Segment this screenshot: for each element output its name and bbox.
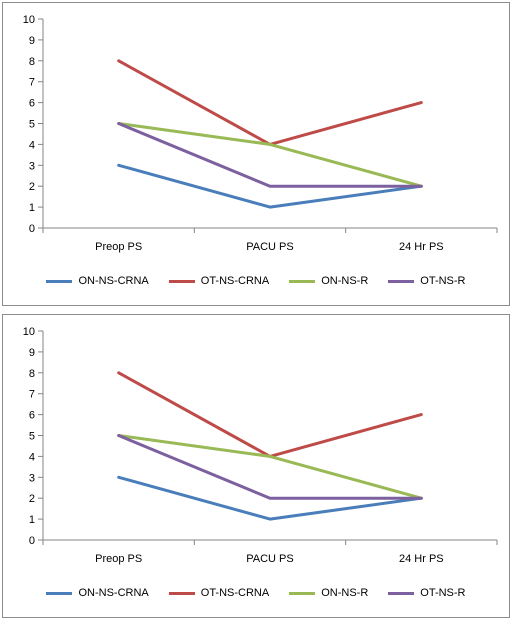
y-tick-label: 8 — [29, 56, 35, 68]
y-tick-label: 2 — [29, 181, 35, 193]
chart-legend: ON-NS-CRNA OT-NS-CRNA ON-NS-R OT-NS-R — [3, 583, 509, 603]
line-chart-svg: 0 1 2 3 4 5 6 7 8 9 10 Preop PS PACU PS 24 Hr PS — [23, 326, 498, 565]
legend-item: ON-NS-R — [289, 587, 368, 599]
y-tick-label: 2 — [29, 493, 35, 505]
y-tick-label: 7 — [29, 77, 35, 89]
legend-label: ON-NS-R — [321, 587, 369, 599]
legend-label: OT-NS-R — [420, 275, 466, 287]
y-tick-label: 5 — [29, 119, 35, 131]
y-tick-label: 10 — [23, 14, 35, 26]
chart-panel-top: 0 1 2 3 4 5 6 7 8 9 10 Preop PS PACU PS 24 Hr PS ON-N… — [2, 2, 510, 306]
y-tick-label: 9 — [29, 347, 35, 359]
legend-item: ON-NS-CRNA — [46, 587, 149, 599]
y-tick-label: 9 — [29, 35, 35, 47]
y-tick-label: 0 — [29, 535, 35, 547]
x-tick-label: PACU PS — [246, 553, 293, 565]
y-tick-label: 0 — [29, 223, 35, 235]
series-line-on-ns-r — [117, 434, 423, 500]
line-chart-svg: 0 1 2 3 4 5 6 7 8 9 10 Preop PS PACU PS 24 Hr PS — [23, 14, 498, 253]
legend-item: OT-NS-CRNA — [168, 275, 270, 287]
legend-swatch — [388, 591, 415, 595]
series-line-on-ns-crna — [117, 475, 423, 521]
y-tick-label: 3 — [29, 472, 35, 484]
legend-swatch — [168, 279, 195, 283]
y-tick-label: 7 — [29, 389, 35, 401]
legend-swatch — [289, 591, 316, 595]
y-tick-label: 8 — [29, 368, 35, 380]
legend-swatch — [168, 591, 195, 595]
y-tick-label: 10 — [23, 326, 35, 338]
legend-label: ON-NS-CRNA — [78, 275, 149, 287]
y-tick-label: 4 — [29, 139, 35, 151]
series-line-ot-ns-crna — [117, 371, 423, 458]
y-tick-label: 4 — [29, 451, 35, 463]
legend-item: ON-NS-CRNA — [46, 275, 149, 287]
y-tick-label: 6 — [29, 98, 35, 110]
series-line-ot-ns-r — [117, 434, 423, 500]
y-tick-label: 1 — [29, 514, 35, 526]
legend-swatch — [289, 279, 316, 283]
legend-item: OT-NS-R — [388, 587, 466, 599]
x-tick-label: 24 Hr PS — [399, 553, 444, 565]
x-tick-label: PACU PS — [246, 241, 293, 253]
y-tick-label: 1 — [29, 202, 35, 214]
series-line-ot-ns-r — [117, 122, 423, 188]
legend-label: ON-NS-R — [321, 275, 369, 287]
chart-legend: ON-NS-CRNA OT-NS-CRNA ON-NS-R OT-NS-R — [3, 271, 509, 291]
chart-panel-bottom: 0 1 2 3 4 5 6 7 8 9 10 Preop PS PACU PS 24 Hr PS ON-N… — [2, 314, 510, 618]
x-tick-label: Preop PS — [95, 241, 142, 253]
legend-swatch — [46, 591, 73, 595]
series-line-on-ns-r — [117, 122, 423, 188]
series-line-ot-ns-crna — [117, 59, 423, 146]
legend-swatch — [388, 279, 415, 283]
x-tick-label: Preop PS — [95, 553, 142, 565]
legend-label: OT-NS-R — [420, 587, 466, 599]
legend-item: ON-NS-R — [289, 275, 368, 287]
y-tick-label: 3 — [29, 160, 35, 172]
legend-label: ON-NS-CRNA — [78, 587, 149, 599]
legend-label: OT-NS-CRNA — [200, 587, 270, 599]
y-tick-label: 5 — [29, 431, 35, 443]
series-line-on-ns-crna — [117, 163, 423, 209]
legend-item: OT-NS-CRNA — [168, 587, 270, 599]
x-tick-label: 24 Hr PS — [399, 241, 444, 253]
legend-item: OT-NS-R — [388, 275, 466, 287]
legend-label: OT-NS-CRNA — [200, 275, 270, 287]
y-tick-label: 6 — [29, 410, 35, 422]
legend-swatch — [46, 279, 73, 283]
